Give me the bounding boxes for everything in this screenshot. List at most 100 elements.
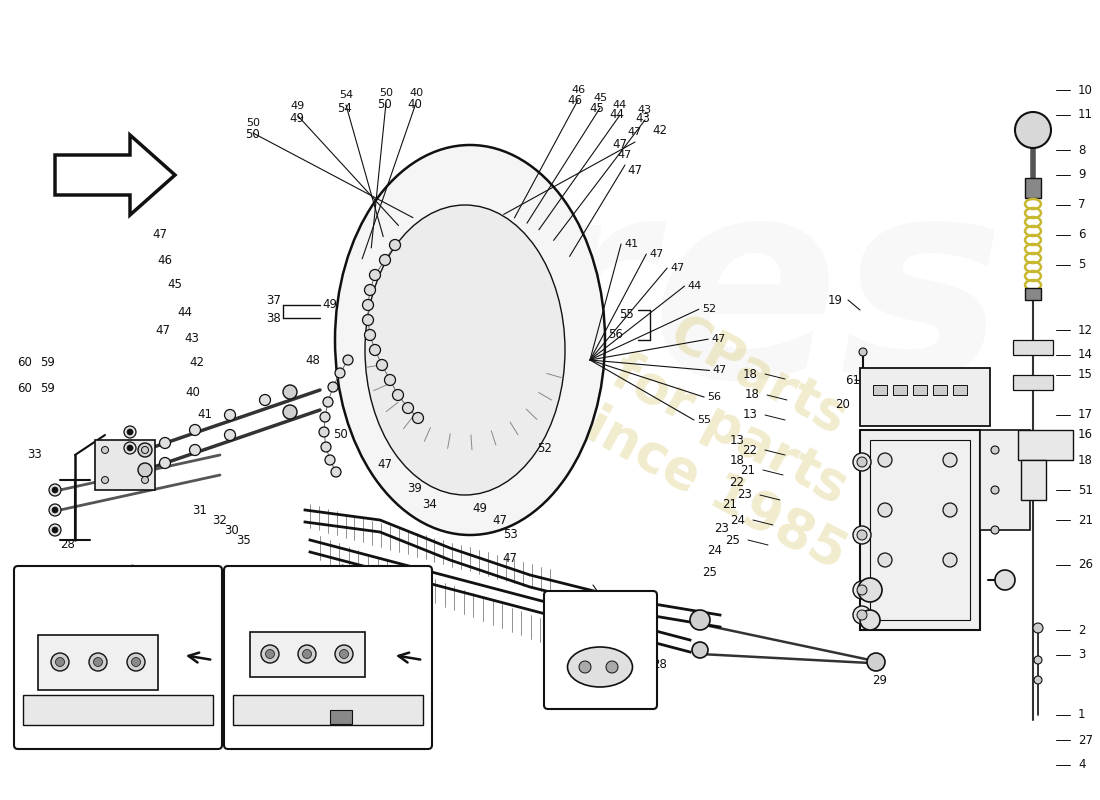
Circle shape <box>126 445 133 451</box>
Text: CParts
for parts
since 1985: CParts for parts since 1985 <box>549 279 912 581</box>
Text: 48: 48 <box>306 354 320 366</box>
Circle shape <box>690 610 710 630</box>
Text: 18: 18 <box>729 454 745 466</box>
Circle shape <box>340 650 349 658</box>
Circle shape <box>370 270 381 281</box>
Circle shape <box>189 445 200 455</box>
Circle shape <box>991 526 999 534</box>
Text: 9: 9 <box>1078 169 1086 182</box>
Text: 34: 34 <box>422 498 438 511</box>
Text: 24: 24 <box>707 543 723 557</box>
FancyArrowPatch shape <box>188 653 210 662</box>
Text: 5: 5 <box>1078 258 1086 271</box>
Text: 56: 56 <box>707 392 722 402</box>
Text: 13: 13 <box>729 434 745 446</box>
Circle shape <box>379 254 390 266</box>
Circle shape <box>1033 623 1043 633</box>
Circle shape <box>343 355 353 365</box>
Text: 18: 18 <box>1078 454 1093 466</box>
Bar <box>873 385 887 395</box>
Circle shape <box>101 446 109 454</box>
Circle shape <box>124 426 136 438</box>
Circle shape <box>89 653 107 671</box>
Circle shape <box>324 455 336 465</box>
Text: Jaeger: Jaeger <box>86 726 151 744</box>
Text: 56: 56 <box>608 329 624 342</box>
Text: 55: 55 <box>697 415 711 425</box>
Text: 45: 45 <box>593 93 607 103</box>
Text: 49: 49 <box>473 502 487 514</box>
Text: 47: 47 <box>670 263 684 273</box>
Circle shape <box>859 348 867 356</box>
Text: 22: 22 <box>742 443 758 457</box>
Circle shape <box>138 443 152 457</box>
Text: 57: 57 <box>261 595 275 609</box>
Bar <box>1025 178 1041 198</box>
Circle shape <box>336 368 345 378</box>
Bar <box>953 385 967 395</box>
Circle shape <box>50 524 60 536</box>
Circle shape <box>370 345 381 355</box>
Text: 30: 30 <box>224 523 240 537</box>
Text: 23: 23 <box>738 489 752 502</box>
Circle shape <box>328 382 338 392</box>
Circle shape <box>336 645 353 663</box>
Circle shape <box>403 402 414 414</box>
Text: 59: 59 <box>41 382 55 394</box>
Bar <box>860 368 990 426</box>
Text: 58: 58 <box>92 595 108 609</box>
Text: 49: 49 <box>289 111 305 125</box>
Circle shape <box>50 504 60 516</box>
Text: 20: 20 <box>836 398 850 411</box>
Text: 52: 52 <box>538 442 552 454</box>
Circle shape <box>996 570 1015 590</box>
Text: 19: 19 <box>827 294 843 306</box>
Text: 57: 57 <box>51 595 65 609</box>
Bar <box>95 440 155 490</box>
Circle shape <box>852 581 871 599</box>
Text: 50: 50 <box>379 88 393 98</box>
Circle shape <box>224 410 235 421</box>
Text: 12: 12 <box>1078 323 1093 337</box>
Circle shape <box>943 553 957 567</box>
Text: 25: 25 <box>703 566 717 579</box>
Text: 58: 58 <box>302 595 318 609</box>
Text: Digitek: Digitek <box>292 726 364 744</box>
Circle shape <box>160 438 170 449</box>
Text: 27: 27 <box>1078 734 1093 746</box>
Text: 24: 24 <box>730 514 746 526</box>
Circle shape <box>389 239 400 250</box>
Bar <box>913 385 927 395</box>
Text: 43: 43 <box>636 111 650 125</box>
Circle shape <box>857 457 867 467</box>
Text: 49: 49 <box>290 101 305 111</box>
Text: 43: 43 <box>638 105 652 115</box>
Circle shape <box>94 658 102 666</box>
Circle shape <box>363 314 374 326</box>
Circle shape <box>51 653 69 671</box>
Text: 23: 23 <box>715 522 729 534</box>
Circle shape <box>857 585 867 595</box>
Text: F1: F1 <box>268 575 287 589</box>
Text: 36: 36 <box>581 621 595 634</box>
Text: 46: 46 <box>157 254 173 266</box>
Circle shape <box>52 527 58 533</box>
Text: 60: 60 <box>18 357 32 370</box>
Text: 26: 26 <box>1078 558 1093 571</box>
Circle shape <box>302 650 311 658</box>
PathPatch shape <box>55 135 175 215</box>
Text: 50: 50 <box>332 429 348 442</box>
Text: 47: 47 <box>627 163 642 177</box>
Circle shape <box>319 427 329 437</box>
Circle shape <box>283 405 297 419</box>
Text: 11: 11 <box>1078 109 1093 122</box>
Text: 32: 32 <box>212 514 228 526</box>
Circle shape <box>364 285 375 295</box>
Text: 21: 21 <box>740 463 756 477</box>
Circle shape <box>101 477 109 483</box>
Text: 21: 21 <box>1078 514 1093 526</box>
Bar <box>1018 430 1072 460</box>
Text: 59: 59 <box>41 357 55 370</box>
Text: 33: 33 <box>28 449 43 462</box>
Text: 54: 54 <box>338 102 352 114</box>
